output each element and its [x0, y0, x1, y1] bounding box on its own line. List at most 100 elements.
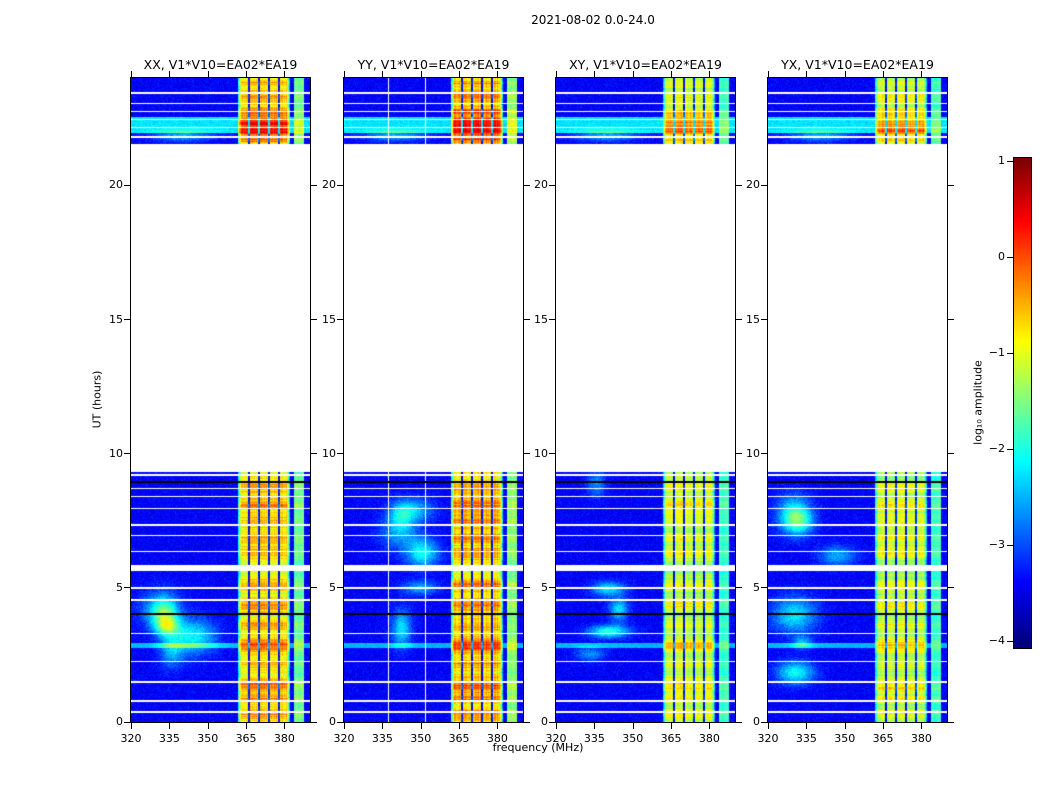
y-tick-right [524, 184, 530, 186]
y-tick-right [311, 319, 317, 320]
x-tick-label: 380 [698, 732, 720, 745]
y-tick [337, 721, 343, 723]
x-tick [459, 723, 461, 729]
x-tick-label: 365 [660, 732, 682, 745]
y-tick-right [311, 453, 317, 455]
x-tick-label: 380 [486, 732, 508, 745]
x-tick [382, 723, 384, 729]
x-tick-label: 350 [622, 732, 644, 745]
x-tick [594, 723, 596, 729]
x-axis-label: frequency (MHz) [492, 741, 584, 754]
y-tick-label: 20 [746, 178, 760, 192]
y-tick-label: 20 [322, 178, 336, 192]
y-tick-right [948, 184, 954, 186]
x-tick-label: 350 [410, 732, 432, 745]
y-tick-label: 15 [534, 312, 548, 326]
y-tick [124, 184, 130, 186]
x-tick-label: 350 [197, 732, 219, 745]
y-tick-label: 15 [109, 312, 123, 326]
x-tick [246, 723, 248, 729]
x-tick-label: 320 [545, 732, 567, 745]
x-tick-top [671, 71, 673, 77]
y-tick-label: 15 [746, 312, 760, 326]
y-tick-right [524, 319, 530, 320]
y-tick [124, 453, 130, 455]
colorbar-tick [1007, 544, 1013, 546]
x-tick-top [632, 71, 634, 77]
y-tick-right [736, 587, 742, 589]
y-tick-label: 20 [109, 178, 123, 192]
colorbar-tick-label: −2 [988, 442, 1005, 455]
x-tick [921, 723, 923, 729]
y-tick-right [736, 184, 742, 186]
colorbar-tick-label: 1 [998, 154, 1005, 167]
y-tick [761, 453, 767, 455]
x-tick [844, 723, 846, 729]
x-tick-top [594, 71, 596, 77]
x-tick [131, 723, 132, 729]
x-tick-top [556, 71, 557, 77]
y-tick [761, 319, 767, 320]
x-tick-top [169, 71, 171, 77]
y-tick-label: 10 [534, 446, 548, 460]
x-tick-label: 320 [757, 732, 779, 745]
x-tick-label: 365 [235, 732, 257, 745]
y-tick-right [311, 184, 317, 186]
y-tick [337, 453, 343, 455]
y-tick [124, 721, 130, 723]
y-tick-right [948, 587, 954, 589]
x-tick [709, 723, 711, 729]
y-tick-label: 5 [541, 580, 548, 594]
x-tick [420, 723, 422, 729]
x-tick [169, 723, 171, 729]
y-tick-label: 5 [329, 580, 336, 594]
y-tick-label: 5 [116, 580, 123, 594]
y-tick-right [948, 721, 954, 723]
spectrogram-canvas-xx [131, 78, 310, 722]
x-tick [344, 723, 345, 729]
y-tick-label: 0 [753, 715, 760, 728]
x-tick-top [344, 71, 345, 77]
x-tick-label: 365 [448, 732, 470, 745]
x-tick-top [768, 71, 769, 77]
x-tick-label: 335 [158, 732, 180, 745]
x-tick-label: 335 [795, 732, 817, 745]
x-tick-label: 335 [371, 732, 393, 745]
colorbar-tick-label: −4 [988, 634, 1005, 647]
colorbar-tick [1007, 160, 1013, 162]
y-tick [124, 587, 130, 589]
y-tick [549, 587, 555, 589]
colorbar-tick [1007, 640, 1013, 642]
x-tick-top [883, 71, 885, 77]
x-tick-top [459, 71, 461, 77]
y-tick [549, 319, 555, 320]
panel-title: XX, V1*V10=EA02*EA19 [143, 57, 298, 72]
x-tick-top [246, 71, 248, 77]
x-tick-label: 380 [273, 732, 295, 745]
x-tick-label: 380 [910, 732, 932, 745]
spectrogram-canvas-yx [768, 78, 947, 722]
x-tick-top [806, 71, 808, 77]
y-tick-label: 10 [109, 446, 123, 460]
colorbar-gradient [1014, 158, 1031, 648]
y-tick [761, 721, 767, 723]
x-tick-label: 320 [120, 732, 142, 745]
x-tick-top [207, 71, 209, 77]
y-tick-label: 20 [534, 178, 548, 192]
y-tick-right [524, 453, 530, 455]
y-tick-right [524, 721, 530, 723]
x-tick-label: 365 [872, 732, 894, 745]
y-tick [761, 587, 767, 589]
colorbar-tick-label: −3 [988, 538, 1005, 551]
spectrogram-canvas-yy [344, 78, 523, 722]
x-tick-top [921, 71, 923, 77]
y-tick-label: 15 [322, 312, 336, 326]
spectrogram-panel [767, 77, 948, 723]
y-tick [549, 453, 555, 455]
y-tick-right [736, 721, 742, 723]
colorbar-tick [1007, 352, 1013, 354]
x-tick-top [844, 71, 846, 77]
x-tick [497, 723, 499, 729]
x-tick [284, 723, 286, 729]
